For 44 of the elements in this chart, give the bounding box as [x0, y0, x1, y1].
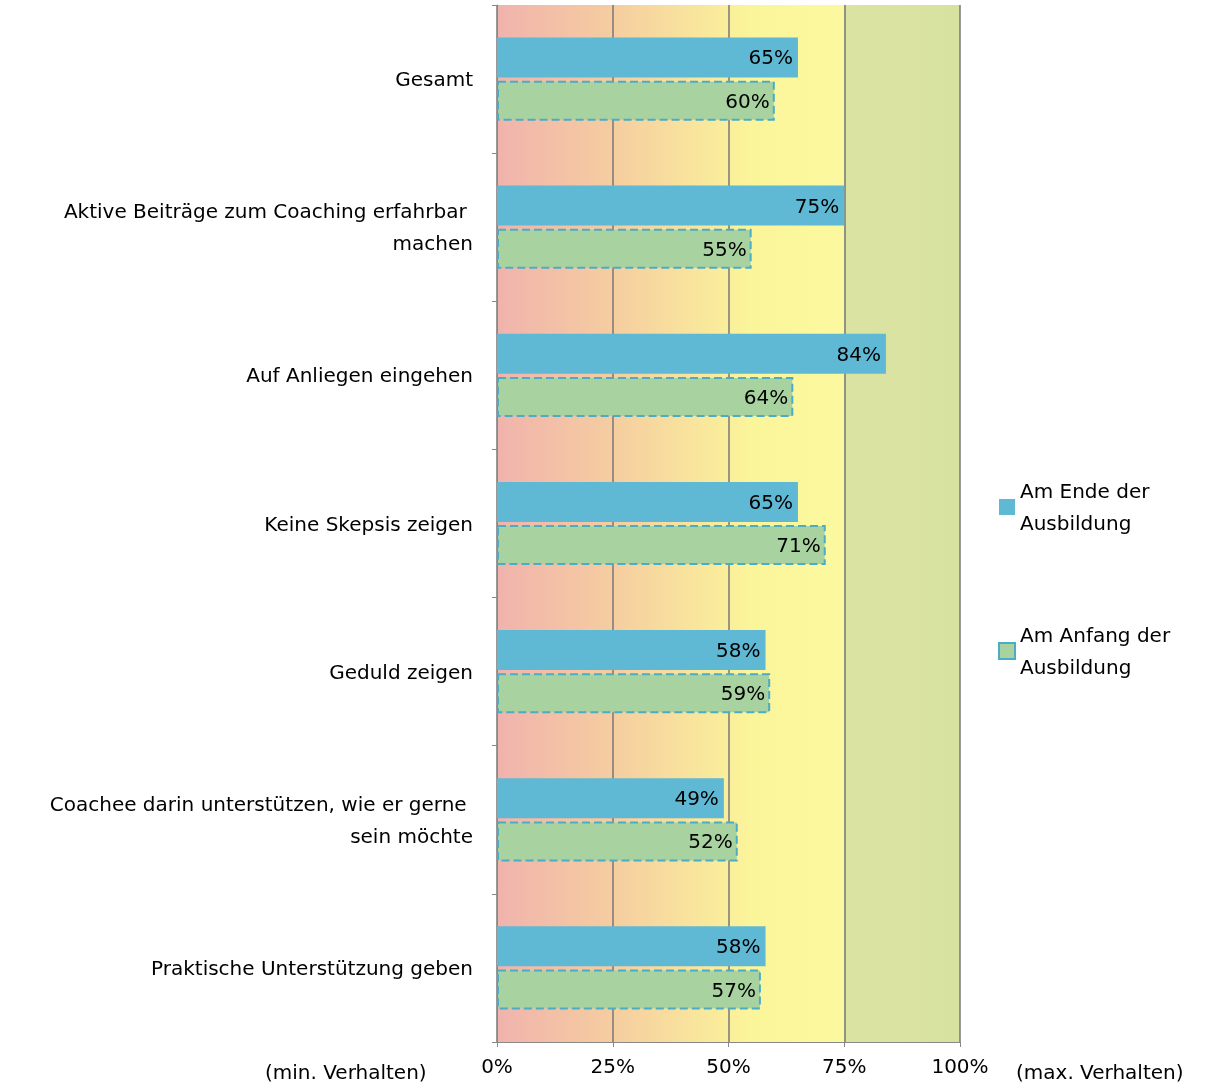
- legend-label: Am Ende der Ausbildung: [1020, 479, 1156, 535]
- data-label: 49%: [674, 786, 719, 811]
- bar: [497, 525, 826, 566]
- text: (max. Verhalten): [1016, 1060, 1184, 1084]
- x-tick-label: 100%: [931, 1054, 989, 1078]
- bar: [497, 821, 738, 862]
- bar: [497, 37, 798, 78]
- x-tick-label: 0%: [481, 1054, 513, 1078]
- y-tick-label: Keine Skepsis zeigen: [264, 511, 473, 536]
- x-tick-label: 75%: [822, 1054, 867, 1078]
- y-tick-label: Coachee darin unterstützen, wie er gerne sein möchte: [49, 791, 473, 848]
- data-label: 64%: [743, 384, 789, 409]
- bar: [497, 969, 761, 1010]
- text: (min. Verhalten): [265, 1060, 427, 1084]
- data-label: 60%: [725, 88, 770, 113]
- bar: [497, 673, 771, 714]
- bar: [497, 481, 798, 522]
- data-label: 71%: [776, 533, 821, 558]
- legend-label: Am Anfang der Ausbildung: [1020, 623, 1177, 679]
- bar: [497, 185, 845, 226]
- x-tick-label: 50%: [706, 1054, 751, 1078]
- y-tick-label: Gesamt: [395, 67, 474, 92]
- data-label: 52%: [688, 829, 733, 854]
- y-tick-label: Geduld zeigen: [329, 659, 473, 684]
- data-label: 57%: [711, 977, 756, 1002]
- data-label: 55%: [702, 236, 747, 261]
- data-label: 58%: [716, 638, 761, 663]
- bar: [497, 80, 775, 121]
- data-label: 58%: [716, 934, 761, 959]
- bar: [497, 778, 724, 819]
- y-tick-label: Aktive Beiträge zum Coaching erfahrbar machen: [63, 199, 473, 256]
- bar: [497, 333, 886, 374]
- x-tick-label: 25%: [590, 1054, 635, 1078]
- bar: [497, 926, 766, 967]
- data-label: 65%: [748, 45, 793, 70]
- data-label: 59%: [720, 681, 766, 706]
- y-tick-label: Praktische Unterstützung geben: [151, 955, 473, 980]
- data-label: 75%: [794, 193, 840, 218]
- bar: [497, 376, 794, 417]
- y-tick-label: Auf Anliegen eingehen: [246, 363, 473, 388]
- data-label: 84%: [836, 341, 881, 366]
- data-label: 65%: [748, 489, 793, 514]
- bar: [497, 630, 766, 671]
- bar: [497, 228, 752, 269]
